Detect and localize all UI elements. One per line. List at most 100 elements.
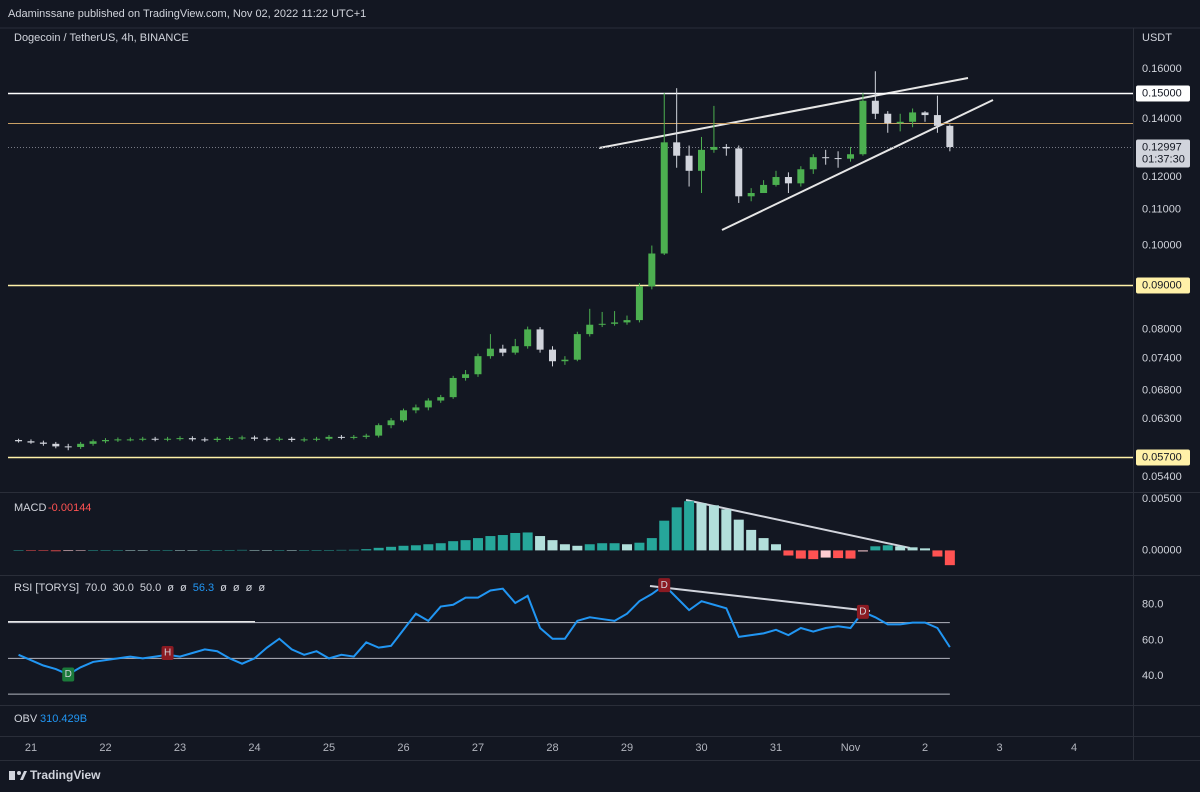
candle-body <box>462 374 470 378</box>
logo-icon <box>20 771 27 780</box>
x-tick-label: Nov <box>841 742 861 754</box>
candle-body <box>486 348 494 357</box>
x-tick-label: 21 <box>25 742 37 754</box>
y-tick-label: 0.14000 <box>1142 113 1182 125</box>
candle-body <box>946 125 954 148</box>
candle-body <box>250 437 258 439</box>
candle-body <box>834 158 842 160</box>
histogram-bar <box>510 532 521 551</box>
x-tick-label: 29 <box>621 742 633 754</box>
histogram-bar <box>336 549 347 551</box>
logo <box>9 771 27 780</box>
histogram-bar <box>286 550 297 551</box>
histogram-bar <box>410 545 421 551</box>
candle-body <box>226 438 234 440</box>
candle-body <box>760 184 768 194</box>
histogram-bar <box>311 550 322 551</box>
histogram-bar <box>38 550 49 551</box>
histogram-bar <box>25 550 36 551</box>
histogram-bar <box>559 544 570 551</box>
logo-icon <box>9 771 15 780</box>
candle-body <box>52 443 60 447</box>
histogram-bar <box>373 547 384 551</box>
y-tick-label: 0.11000 <box>1142 204 1181 216</box>
histogram-bar <box>845 550 856 559</box>
candle-body <box>449 377 457 398</box>
histogram-bar <box>721 509 732 551</box>
candle-body <box>809 157 817 170</box>
y-tick-label: 80.0 <box>1142 599 1163 611</box>
indicator-input: ø <box>180 582 187 594</box>
y-tick-label: 40.0 <box>1142 670 1163 682</box>
histogram-bar <box>833 550 844 559</box>
indicator-input: ø <box>246 582 253 594</box>
histogram-bar <box>746 529 757 551</box>
candle-body <box>325 436 333 439</box>
indicator-input: 50.0 <box>140 582 161 594</box>
histogram-bar <box>398 545 409 551</box>
candle-body <box>859 100 867 155</box>
level-label-box <box>1136 277 1190 294</box>
histogram-bar <box>932 550 943 557</box>
indicator-header: RSI [TORYS] 70.0 30.0 50.0 ø ø 56.3 ø ø ø ø <box>14 582 265 594</box>
logo-icon <box>17 771 21 775</box>
x-tick-label: 24 <box>248 742 260 754</box>
candle-body <box>39 442 47 444</box>
candle-body <box>586 324 594 335</box>
histogram-bar <box>112 549 123 551</box>
candle-body <box>424 400 432 408</box>
histogram-bar <box>808 550 819 560</box>
histogram-bar <box>100 550 111 551</box>
histogram-bar <box>870 546 881 551</box>
histogram-bar <box>820 550 831 558</box>
y-tick-label: 0.06300 <box>1142 413 1182 425</box>
histogram-bar <box>50 550 61 552</box>
histogram-bar <box>472 538 483 551</box>
histogram-bar <box>597 543 608 551</box>
candle-body <box>313 438 321 440</box>
histogram-bar <box>224 549 235 551</box>
indicator-input: ø <box>258 582 265 594</box>
candle-body <box>176 438 184 440</box>
histogram-bar <box>485 536 496 551</box>
candle-body <box>350 436 358 438</box>
candle-body <box>77 443 85 448</box>
rsi-line <box>18 583 951 676</box>
candle-body <box>747 193 755 197</box>
annotation-label: H <box>164 648 171 659</box>
x-tick-label: 22 <box>99 742 111 754</box>
candle-body <box>710 146 718 150</box>
histogram-bar <box>174 550 185 551</box>
candle-body <box>524 329 532 347</box>
candle-body <box>685 155 693 171</box>
indicator-value: -0.00144 <box>48 502 91 514</box>
x-tick-label: 30 <box>695 742 707 754</box>
histogram-bar <box>361 549 372 551</box>
y-tick-label: 0.00000 <box>1142 544 1182 556</box>
histogram-bar <box>249 549 260 551</box>
histogram-bar <box>733 519 744 551</box>
candle-body <box>635 286 643 321</box>
indicator-value: 310.429B <box>40 713 87 725</box>
candle-body <box>871 100 879 114</box>
x-tick-label: 31 <box>770 742 782 754</box>
candle-body <box>660 142 668 254</box>
candle-body <box>698 149 706 171</box>
x-tick-label: 2 <box>922 742 928 754</box>
candle-body <box>511 346 519 353</box>
x-tick-label: 3 <box>996 742 1002 754</box>
histogram-bar <box>535 536 546 551</box>
publisher: Adaminssane published on TradingView.com… <box>8 8 366 20</box>
histogram-bar <box>274 550 285 551</box>
histogram-bar <box>547 540 558 551</box>
histogram-bar <box>920 548 931 551</box>
x-tick-label: 23 <box>174 742 186 754</box>
histogram-bar <box>783 550 794 556</box>
axis-label: USDT <box>1142 32 1172 44</box>
level-label-box <box>1136 449 1190 466</box>
histogram-bar <box>261 550 272 551</box>
candle-body <box>238 437 246 439</box>
y-tick-label: 0.05400 <box>1142 471 1182 483</box>
candle-body <box>101 440 109 442</box>
